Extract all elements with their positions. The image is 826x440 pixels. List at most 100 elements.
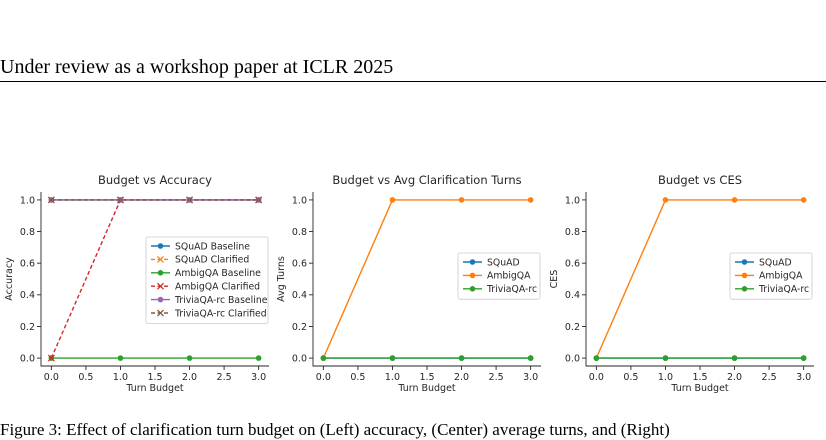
data-point xyxy=(593,355,600,361)
data-point xyxy=(186,355,193,361)
chart-panel-1: 0.0 0.5 1.0 1.5 2.0 2.5 3.0 0.0 0.2 0.4 0.6 0.8 1.0 B… xyxy=(4,173,269,394)
y-tick-label: 1.0 xyxy=(292,195,307,206)
data-point xyxy=(320,355,327,361)
data-point xyxy=(662,355,669,361)
x-tick-label: 0.0 xyxy=(316,372,331,383)
data-point xyxy=(458,355,465,361)
x-tick-label: 0.0 xyxy=(44,372,59,383)
legend-marker xyxy=(157,296,164,303)
x-tick-label: 0.5 xyxy=(350,372,365,383)
data-point xyxy=(800,355,807,361)
legend-entry: AmbigQA xyxy=(487,271,531,282)
x-tick-label: 2.0 xyxy=(454,372,469,383)
x-tick-label: 2.5 xyxy=(217,372,232,383)
y-tick-label: 0.6 xyxy=(292,259,307,270)
y-tick-label: 0.4 xyxy=(565,290,580,301)
data-point xyxy=(117,355,124,361)
y-tick-label: 0.2 xyxy=(565,322,580,333)
legend-marker xyxy=(157,309,164,317)
y-tick-label: 0.6 xyxy=(565,259,580,270)
data-point xyxy=(186,196,194,204)
x-tick-label: 2.5 xyxy=(762,372,777,383)
legend-marker xyxy=(157,282,164,290)
legend-marker xyxy=(741,272,748,279)
legend-marker xyxy=(469,272,476,279)
legend-entry: TriviaQA-rc xyxy=(758,284,809,295)
y-tick-label: 0.4 xyxy=(292,290,307,301)
data-point xyxy=(662,197,669,203)
x-axis-label: Turn Budget xyxy=(397,383,456,394)
chart-panel-2: 0.0 0.5 1.0 1.5 2.0 2.5 3.0 0.0 0.2 0.4 0.6 0.8 1.0 B… xyxy=(276,173,541,394)
legend-entry: SQuAD xyxy=(759,257,792,268)
x-axis-label: Turn Budget xyxy=(125,383,184,394)
legend-entry: TriviaQA-rc xyxy=(486,284,537,295)
data-point xyxy=(116,196,124,204)
data-point xyxy=(255,196,263,204)
x-tick-label: 3.0 xyxy=(251,372,266,383)
y-tick-label: 0.0 xyxy=(565,353,580,364)
legend-marker xyxy=(157,255,164,263)
legend-marker xyxy=(157,270,164,276)
legend-marker xyxy=(157,243,164,249)
data-point xyxy=(731,355,738,361)
legend: SQuAD AmbigQA TriviaQA-rc xyxy=(729,252,813,300)
legend-entry: AmbigQA xyxy=(759,271,803,282)
x-tick-label: 3.0 xyxy=(523,372,538,383)
chart-title: Budget vs Avg Clarification Turns xyxy=(332,173,521,187)
running-header: Under review as a workshop paper at ICLR… xyxy=(0,56,394,78)
legend-entry: TriviaQA-rc Baseline xyxy=(174,295,268,306)
figure-caption: Figure 3: Effect of clarification turn b… xyxy=(0,420,670,439)
axes-spines xyxy=(40,192,269,367)
header-rule xyxy=(0,81,826,82)
chart-title: Budget vs Accuracy xyxy=(98,173,212,187)
x-tick-label: 0.5 xyxy=(78,372,93,383)
y-tick-label: 1.0 xyxy=(565,195,580,206)
x-tick-label: 1.0 xyxy=(385,372,400,383)
x-tick-label: 1.5 xyxy=(692,372,707,383)
series-line-ambigqa xyxy=(322,199,531,359)
y-tick-label: 0.0 xyxy=(20,353,35,364)
y-axis-label: Accuracy xyxy=(4,257,15,301)
y-tick-label: 0.8 xyxy=(565,227,580,238)
data-point xyxy=(458,197,465,203)
x-axis-label: Turn Budget xyxy=(670,383,729,394)
y-tick-label: 0.8 xyxy=(292,227,307,238)
legend-entry: AmbigQA Clarified xyxy=(175,282,260,293)
y-tick-label: 1.0 xyxy=(20,195,35,206)
x-tick-label: 2.0 xyxy=(182,372,197,383)
x-tick-label: 1.5 xyxy=(419,372,434,383)
chart-panel-3: 0.0 0.5 1.0 1.5 2.0 2.5 3.0 0.0 0.2 0.4 0.6 0.8 1.0 B… xyxy=(549,173,814,394)
x-tick-label: 2.5 xyxy=(489,372,504,383)
y-tick-label: 0.2 xyxy=(20,322,35,333)
data-point xyxy=(731,197,738,203)
data-point xyxy=(47,354,55,362)
legend-marker xyxy=(469,286,476,292)
y-axis-label: CES xyxy=(549,270,560,289)
x-tick-label: 0.5 xyxy=(623,372,638,383)
axes-spines xyxy=(585,192,814,367)
x-tick-label: 0.0 xyxy=(589,372,604,383)
data-point xyxy=(527,197,534,203)
data-point xyxy=(389,197,396,203)
series-line-ambigqa xyxy=(595,199,804,359)
legend-entry: SQuAD Baseline xyxy=(175,241,250,252)
data-point xyxy=(389,355,396,361)
y-tick-label: 0.6 xyxy=(20,259,35,270)
y-tick-label: 0.4 xyxy=(20,290,35,301)
x-tick-label: 2.0 xyxy=(727,372,742,383)
legend-entry: SQuAD xyxy=(487,257,520,268)
data-point xyxy=(527,355,534,361)
x-tick-label: 1.0 xyxy=(113,372,128,383)
y-tick-label: 0.8 xyxy=(20,227,35,238)
legend: SQuAD AmbigQA TriviaQA-rc xyxy=(457,252,541,300)
legend-marker xyxy=(741,286,748,292)
data-point xyxy=(47,196,55,204)
x-tick-label: 1.0 xyxy=(658,372,673,383)
axes-spines xyxy=(312,192,541,367)
y-tick-label: 0.2 xyxy=(292,322,307,333)
legend-marker xyxy=(741,259,748,265)
legend: SQuAD Baseline SQuAD Clarified AmbigQA Bas… xyxy=(145,236,269,324)
data-point xyxy=(255,355,262,361)
legend-entry: AmbigQA Baseline xyxy=(175,268,261,279)
legend-entry: SQuAD Clarified xyxy=(175,255,249,266)
